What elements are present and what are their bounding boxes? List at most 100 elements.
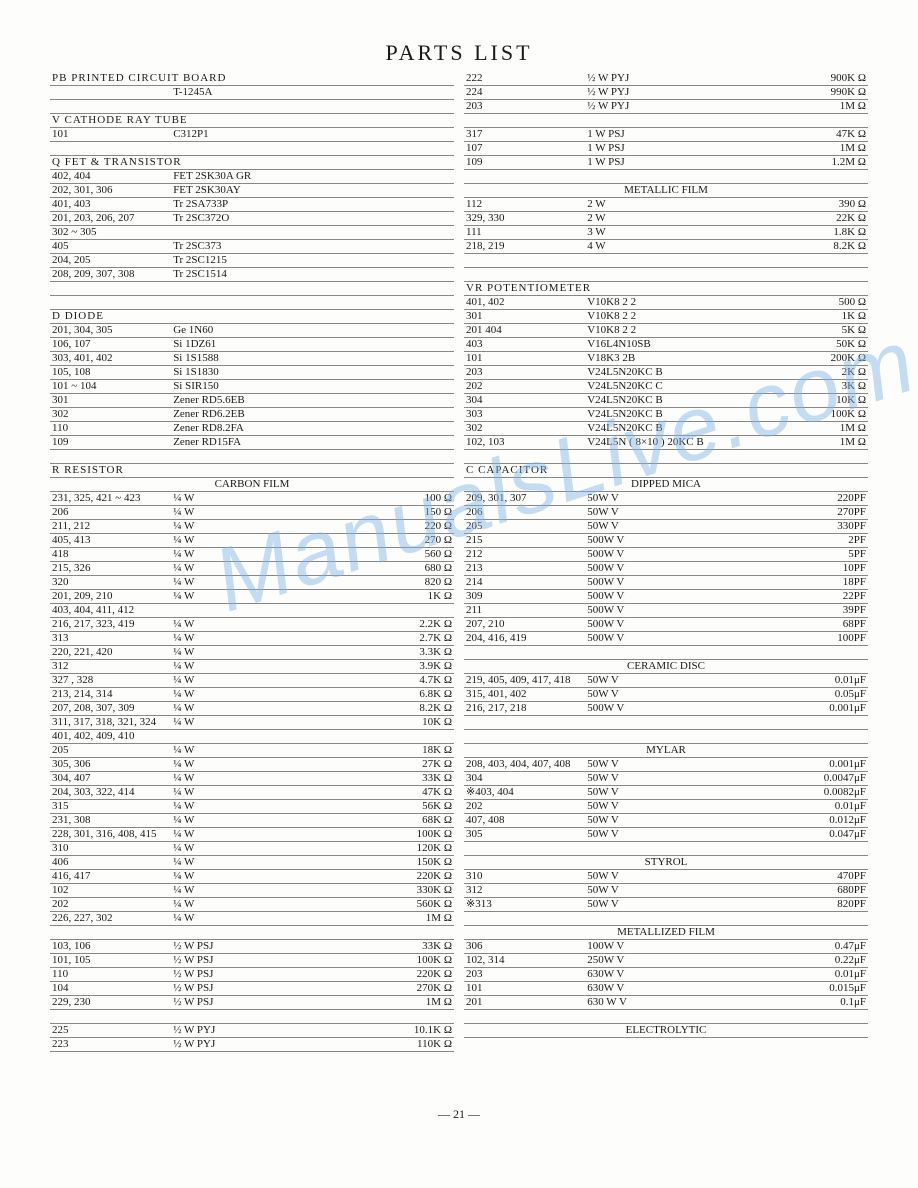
table-row: 101V18K3 2B200K Ω bbox=[464, 352, 868, 366]
table-row: 220, 221, 420¼ W3.3K Ω bbox=[50, 646, 454, 660]
part-refs: ※313 bbox=[464, 898, 585, 912]
part-value: 820PF bbox=[747, 898, 868, 912]
table-row: C CAPACITOR bbox=[464, 464, 868, 478]
part-spec: ¼ W bbox=[171, 702, 333, 716]
part-spec: 2 W bbox=[585, 198, 747, 212]
table-row: 218, 2194 W8.2K Ω bbox=[464, 240, 868, 254]
table-row: 213, 214, 314¼ W6.8K Ω bbox=[50, 688, 454, 702]
part-refs: 214 bbox=[464, 576, 585, 590]
table-row: 3171 W PSJ47K Ω bbox=[464, 128, 868, 142]
part-value: 1M Ω bbox=[333, 912, 454, 926]
part-spec: V24L5N20KC B bbox=[585, 394, 747, 408]
part-spec: ¼ W bbox=[171, 884, 333, 898]
table-row bbox=[50, 296, 454, 310]
blank-cell bbox=[464, 730, 868, 744]
part-spec: 50W V bbox=[585, 758, 747, 772]
part-refs: 211, 212 bbox=[50, 520, 171, 534]
part-value: 0.05μF bbox=[747, 688, 868, 702]
part-spec: ½ W PSJ bbox=[171, 968, 333, 982]
part-value: 500 Ω bbox=[747, 296, 868, 310]
part-spec: V24L5N ( 8×10 ) 20KC B bbox=[585, 436, 747, 450]
part-refs: 219, 405, 409, 417, 418 bbox=[464, 674, 585, 688]
section-subhead: CERAMIC DISC bbox=[464, 660, 868, 674]
table-row: 401, 403Tr 2SA733P bbox=[50, 198, 454, 212]
part-value: 0.1μF bbox=[747, 996, 868, 1010]
table-row: 303V24L5N20KC B100K Ω bbox=[464, 408, 868, 422]
page-number: — 21 — bbox=[0, 1107, 918, 1122]
table-row: 329, 3302 W22K Ω bbox=[464, 212, 868, 226]
part-refs: 401, 403 bbox=[50, 198, 171, 212]
table-row: 215, 326¼ W680 Ω bbox=[50, 562, 454, 576]
table-row: 311, 317, 318, 321, 324¼ W10K Ω bbox=[50, 716, 454, 730]
right-column: 222½ W PYJ900K Ω224½ W PYJ990K Ω203½ W P… bbox=[464, 72, 868, 1052]
left-column: PB PRINTED CIRCUIT BOARDT-1245A V CATHOD… bbox=[50, 72, 454, 1052]
section-subhead: STYROL bbox=[464, 856, 868, 870]
table-row: 406¼ W150K Ω bbox=[50, 856, 454, 870]
part-refs: 407, 408 bbox=[464, 814, 585, 828]
right-table: 222½ W PYJ900K Ω224½ W PYJ990K Ω203½ W P… bbox=[464, 72, 868, 1038]
part-refs: 112 bbox=[464, 198, 585, 212]
part-refs: 216, 217, 323, 419 bbox=[50, 618, 171, 632]
part-value bbox=[333, 198, 454, 212]
table-row bbox=[464, 842, 868, 856]
table-row: 215500W V2PF bbox=[464, 534, 868, 548]
part-refs: 208, 209, 307, 308 bbox=[50, 268, 171, 282]
part-value: 33K Ω bbox=[333, 772, 454, 786]
part-spec: 3 W bbox=[585, 226, 747, 240]
table-row: 20250W V0.01μF bbox=[464, 800, 868, 814]
part-refs: 105, 108 bbox=[50, 366, 171, 380]
part-spec: 500W V bbox=[585, 604, 747, 618]
part-refs: 418 bbox=[50, 548, 171, 562]
part-spec: 50W V bbox=[585, 520, 747, 534]
part-refs: 305 bbox=[464, 828, 585, 842]
part-spec: 250W V bbox=[585, 954, 747, 968]
part-value: 1M Ω bbox=[747, 100, 868, 114]
blank-cell bbox=[464, 170, 868, 184]
table-row bbox=[464, 450, 868, 464]
part-refs: 311, 317, 318, 321, 324 bbox=[50, 716, 171, 730]
part-value: 150K Ω bbox=[333, 856, 454, 870]
table-row: DIPPED MICA bbox=[464, 478, 868, 492]
part-spec: ¼ W bbox=[171, 856, 333, 870]
part-spec: 50W V bbox=[585, 898, 747, 912]
part-spec: V24L5N20KC B bbox=[585, 422, 747, 436]
section-subhead: METALLIC FILM bbox=[464, 184, 868, 198]
table-row bbox=[50, 450, 454, 464]
part-spec: 50W V bbox=[585, 870, 747, 884]
part-value: 100 Ω bbox=[333, 492, 454, 506]
part-spec: ½ W PSJ bbox=[171, 940, 333, 954]
part-value: 100K Ω bbox=[333, 828, 454, 842]
part-refs: ※403, 404 bbox=[464, 786, 585, 800]
table-row bbox=[50, 926, 454, 940]
table-row: PB PRINTED CIRCUIT BOARD bbox=[50, 72, 454, 86]
part-refs: 304, 407 bbox=[50, 772, 171, 786]
part-value: 100K Ω bbox=[747, 408, 868, 422]
table-row: 20550W V330PF bbox=[464, 520, 868, 534]
part-value: 100K Ω bbox=[333, 954, 454, 968]
part-refs: 215 bbox=[464, 534, 585, 548]
part-spec: 4 W bbox=[585, 240, 747, 254]
page: PARTS LIST PB PRINTED CIRCUIT BOARDT-124… bbox=[0, 0, 918, 1188]
part-value: 680PF bbox=[747, 884, 868, 898]
part-value: 270PF bbox=[747, 506, 868, 520]
part-spec: 500W V bbox=[585, 576, 747, 590]
part-refs: 209, 301, 307 bbox=[464, 492, 585, 506]
table-row: ※403, 40450W V0.0082μF bbox=[464, 786, 868, 800]
part-value: 1K Ω bbox=[747, 310, 868, 324]
part-value: 270K Ω bbox=[333, 982, 454, 996]
part-refs: 204, 416, 419 bbox=[464, 632, 585, 646]
part-value bbox=[333, 254, 454, 268]
table-row: 101C312P1 bbox=[50, 128, 454, 142]
part-spec: ¼ W bbox=[171, 688, 333, 702]
table-row: 102, 103V24L5N ( 8×10 ) 20KC B1M Ω bbox=[464, 436, 868, 450]
blank-cell bbox=[464, 716, 868, 730]
part-refs: 104 bbox=[50, 982, 171, 996]
table-row: 214500W V18PF bbox=[464, 576, 868, 590]
part-value: 2.7K Ω bbox=[333, 632, 454, 646]
part-refs: 201, 304, 305 bbox=[50, 324, 171, 338]
part-refs: 215, 326 bbox=[50, 562, 171, 576]
part-refs: 202, 301, 306 bbox=[50, 184, 171, 198]
part-spec: ¼ W bbox=[171, 618, 333, 632]
table-row: 204, 303, 322, 414¼ W47K Ω bbox=[50, 786, 454, 800]
part-spec: 50W V bbox=[585, 506, 747, 520]
